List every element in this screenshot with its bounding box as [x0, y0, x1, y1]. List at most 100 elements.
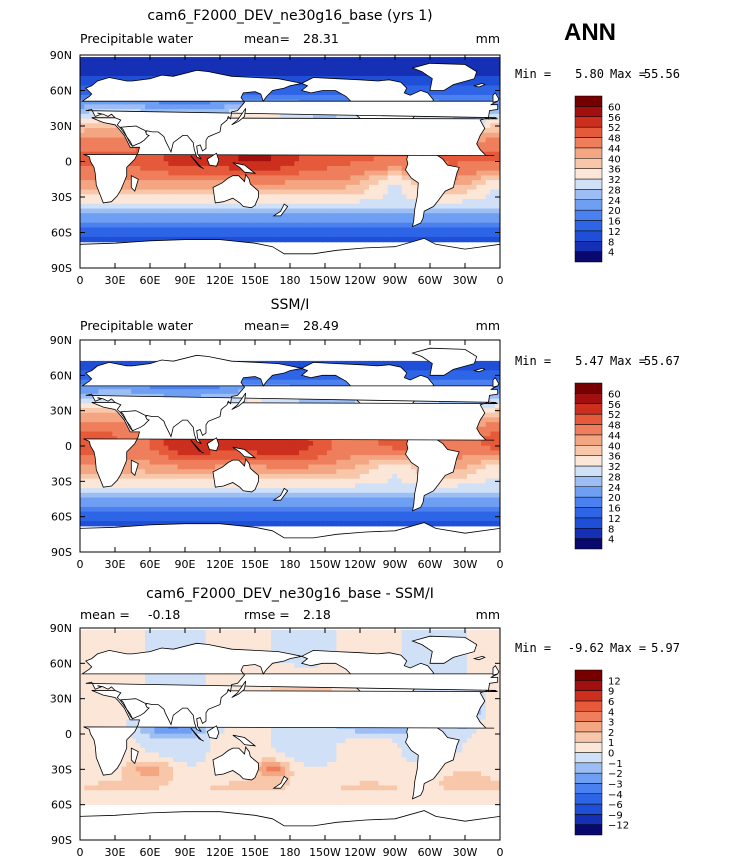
field-cell	[135, 389, 141, 395]
field-cell	[373, 175, 379, 181]
field-cell	[135, 170, 141, 176]
field-cell	[425, 208, 431, 214]
y-tick-label: 90N	[50, 49, 72, 62]
field-cell	[341, 218, 347, 224]
field-cell	[401, 236, 407, 243]
field-cell	[331, 113, 337, 120]
field-cell	[215, 389, 221, 395]
field-cell	[126, 57, 132, 63]
field-cell	[448, 85, 454, 91]
field-cell	[121, 189, 127, 195]
field-cell	[490, 170, 496, 176]
field-cell	[210, 222, 216, 229]
field-cell	[191, 393, 197, 400]
field-cell	[266, 61, 272, 68]
field-cell	[289, 360, 295, 367]
field-cell	[308, 57, 314, 63]
field-cell	[257, 66, 263, 72]
field-cell	[294, 203, 300, 210]
field-cell	[317, 213, 323, 219]
field-cell	[434, 379, 440, 386]
field-cell	[210, 199, 216, 205]
field-cell	[93, 222, 99, 229]
field-cell	[303, 398, 309, 404]
field-cell	[103, 128, 109, 134]
field-cell	[448, 213, 454, 219]
field-cell	[84, 113, 90, 120]
field-cell	[93, 412, 99, 419]
continent-outline	[212, 173, 259, 209]
field-cell	[117, 203, 123, 210]
field-cell	[485, 417, 491, 423]
field-cell	[229, 104, 235, 110]
field-cell	[485, 165, 491, 172]
field-cell	[495, 393, 500, 400]
field-cell	[313, 218, 319, 224]
field-cell	[117, 232, 123, 238]
field-cell	[149, 99, 155, 105]
field-cell	[313, 184, 319, 191]
field-cell	[425, 227, 431, 233]
field-cell	[355, 194, 361, 200]
field-cell	[303, 199, 309, 205]
field-cell	[294, 113, 300, 120]
field-cell	[397, 194, 403, 200]
field-cell	[224, 389, 230, 395]
field-cell	[355, 170, 361, 176]
field-cell	[257, 184, 263, 191]
colorbar-box	[574, 116, 603, 128]
field-cell	[103, 57, 109, 63]
field-cell	[163, 384, 169, 390]
field-cell	[345, 66, 351, 72]
field-cell	[84, 426, 90, 433]
field-cell	[89, 180, 95, 186]
field-cell	[294, 170, 300, 176]
field-cell	[224, 232, 230, 238]
field-cell	[369, 156, 375, 162]
field-cell	[294, 360, 300, 367]
field-cell	[196, 218, 202, 224]
field-cell	[453, 375, 459, 381]
field-cell	[275, 165, 281, 172]
field-cell	[397, 222, 403, 229]
field-cell	[98, 412, 104, 419]
field-cell	[387, 236, 393, 243]
field-cell	[411, 199, 417, 205]
field-cell	[336, 232, 342, 238]
field-cell	[135, 180, 141, 186]
field-cell	[159, 218, 165, 224]
field-cell	[364, 71, 370, 77]
field-cell	[154, 227, 160, 233]
field-cell	[173, 384, 179, 390]
field-cell	[201, 66, 207, 72]
field-cell	[476, 189, 482, 195]
field-cell	[210, 218, 216, 224]
field-cell	[397, 199, 403, 205]
field-cell	[378, 76, 384, 82]
field-cell	[112, 142, 118, 148]
field-cell	[275, 203, 281, 210]
field-cell	[341, 227, 347, 233]
field-cell	[107, 142, 113, 148]
field-cell	[457, 94, 463, 101]
field-cell	[117, 132, 123, 139]
field-cell	[84, 232, 90, 238]
field-cell	[481, 147, 487, 153]
field-cell	[159, 170, 165, 176]
field-cell	[112, 213, 118, 219]
field-cell	[89, 218, 95, 224]
field-cell	[476, 137, 482, 143]
field-cell	[98, 113, 104, 120]
field-cell	[149, 57, 155, 63]
field-cell	[373, 360, 379, 367]
field-cell	[495, 189, 500, 195]
field-cell	[378, 61, 384, 68]
field-cell	[233, 389, 239, 395]
field-cell	[93, 218, 99, 224]
field-cell	[476, 218, 482, 224]
field-cell	[481, 90, 487, 96]
field-cell	[317, 203, 323, 210]
field-cell	[462, 379, 468, 386]
field-cell	[196, 389, 202, 395]
field-cell	[219, 170, 225, 176]
